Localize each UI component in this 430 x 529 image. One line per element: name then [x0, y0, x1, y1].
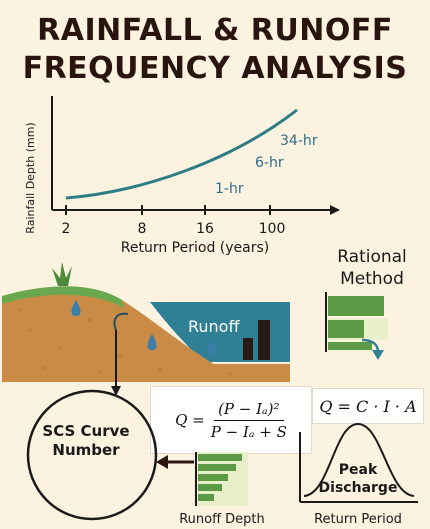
- soil-texture: [18, 308, 232, 376]
- peak-curve: [303, 422, 415, 497]
- scs-title-line-2: Number: [52, 441, 120, 459]
- x-axis-label: Return Period (years): [121, 240, 269, 256]
- rational-arrow-icon: [361, 338, 380, 353]
- scs-title-line-1: SCS Curve: [42, 422, 129, 440]
- depth-bar: [198, 494, 214, 501]
- rational-bar: [328, 320, 364, 338]
- building-icon: [258, 320, 270, 360]
- rainfall-curve: [65, 108, 298, 200]
- water-drop-icon: [207, 340, 217, 356]
- scs-equation-numerator: (P − Iₐ)²: [214, 400, 284, 421]
- grass-strip: [2, 286, 124, 308]
- depth-bar: [198, 454, 242, 461]
- scs-equation-denominator: P − Iₐ + S: [210, 422, 287, 441]
- x-tick-label: 100: [259, 221, 286, 237]
- scs-equation-lhs: Q =: [175, 411, 205, 429]
- title-line-1: RAINFALL & RUNOFF: [37, 13, 393, 48]
- depth-bar: [198, 464, 236, 471]
- scs-circle: [26, 389, 158, 521]
- depth-bar: [198, 474, 228, 481]
- depth-bg: [198, 452, 248, 506]
- water-drop-icon: [147, 334, 157, 350]
- runoff-label: Runoff: [188, 317, 240, 336]
- rational-title-line-2: Method: [340, 269, 404, 289]
- soil-body: [2, 286, 290, 382]
- depth-bar: [198, 484, 222, 491]
- runoff-water: [150, 302, 290, 362]
- building-icon: [243, 338, 253, 360]
- flow-arrow-icon: [113, 312, 129, 331]
- rational-bar: [328, 342, 372, 350]
- page-title: RAINFALL & RUNOFF FREQUENCY ANALYSIS: [0, 12, 430, 88]
- arrow-head-icon: [111, 386, 121, 396]
- runoff-depth-label: Runoff Depth: [179, 512, 265, 527]
- arrow-head-icon: [372, 350, 384, 360]
- peak-x-axis-label: Return Period: [314, 512, 402, 527]
- x-tick-label: 8: [138, 221, 147, 237]
- y-axis-label: Rainfall Depth (mm): [24, 122, 37, 233]
- x-tick-label: 2: [62, 221, 71, 237]
- peak-label-line-2: Discharge: [319, 480, 398, 496]
- scs-equation-fraction: (P − Iₐ)² P − Iₐ + S: [211, 400, 287, 441]
- water-drop-icon: [71, 300, 81, 316]
- arrow-head-icon: [156, 455, 168, 469]
- chart-x-arrow: [330, 205, 340, 215]
- scs-equation: Q = (P − Iₐ)² P − Iₐ + S: [150, 386, 312, 454]
- peak-label-line-1: Peak: [339, 462, 378, 478]
- rational-title-line-1: Rational: [337, 247, 407, 267]
- rational-bar-light: [328, 318, 388, 340]
- x-tick-label: 16: [196, 221, 214, 237]
- rational-equation: Q = C · I · A: [312, 388, 424, 424]
- title-line-2: FREQUENCY ANALYSIS: [22, 51, 408, 86]
- series-label-1hr: 1-hr: [215, 181, 244, 197]
- series-label-34hr: 34-hr: [280, 133, 318, 149]
- rational-bar: [328, 296, 384, 316]
- plant-icon: [52, 262, 72, 286]
- series-label-6hr: 6-hr: [255, 155, 284, 171]
